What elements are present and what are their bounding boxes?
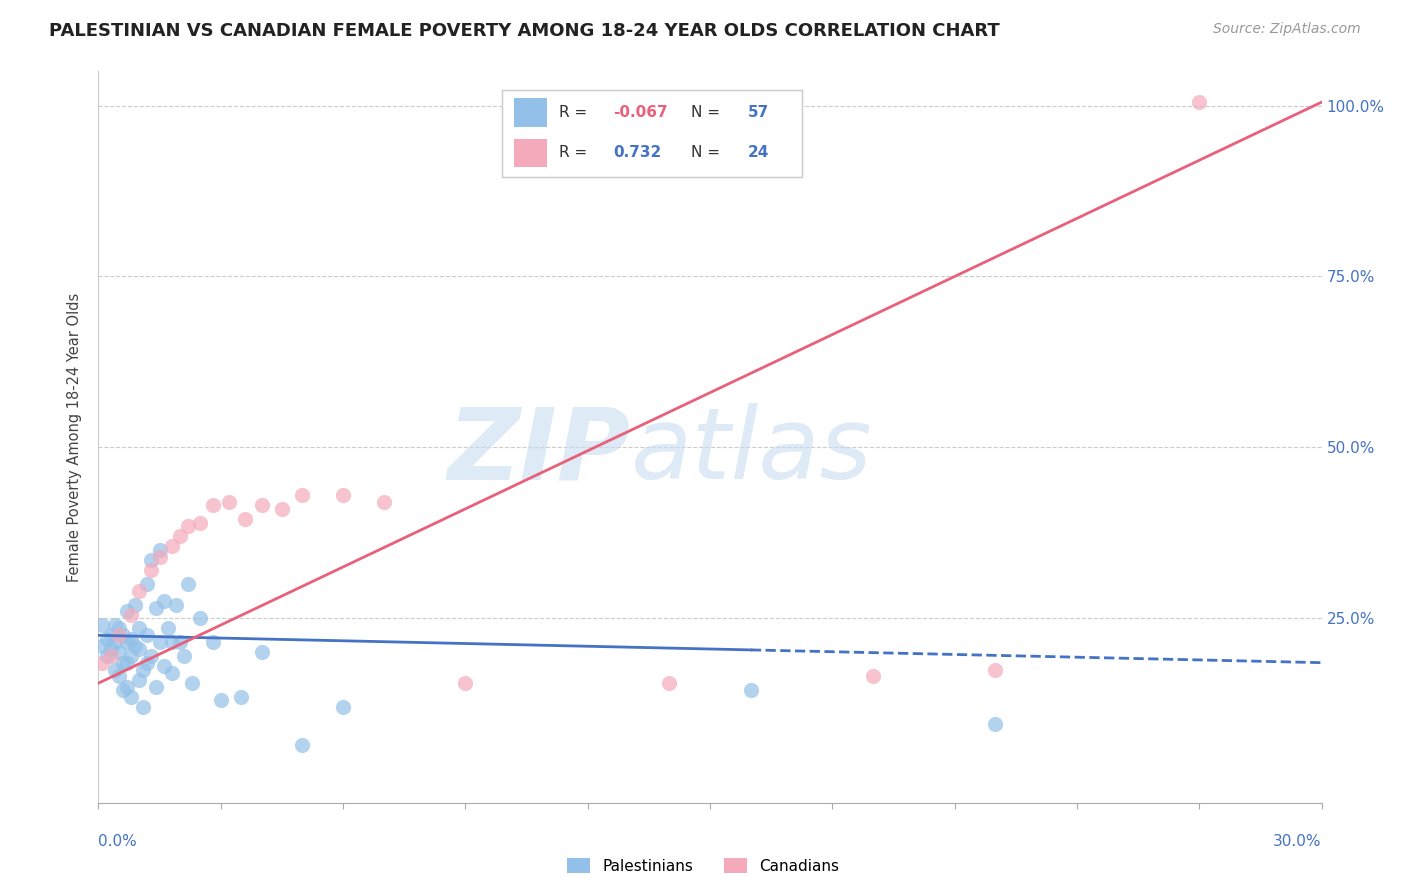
Point [145, 680, 167, 694]
Point [156, 622, 179, 636]
Point [104, 635, 127, 649]
Point [740, 683, 762, 698]
Point [658, 676, 681, 690]
Point [108, 622, 131, 636]
Text: PALESTINIAN VS CANADIAN FEMALE POVERTY AMONG 18-24 YEAR OLDS CORRELATION CHART: PALESTINIAN VS CANADIAN FEMALE POVERTY A… [49, 22, 1000, 40]
Point [136, 656, 159, 670]
Point [111, 683, 134, 698]
Text: atlas: atlas [630, 403, 872, 500]
Point [100, 642, 122, 657]
Text: Source: ZipAtlas.com: Source: ZipAtlas.com [1213, 22, 1361, 37]
Point [115, 604, 138, 618]
Point [124, 598, 146, 612]
Point [136, 577, 159, 591]
Point [291, 488, 314, 502]
Text: ZIP: ZIP [447, 403, 630, 500]
Point [91, 656, 114, 670]
Point [152, 659, 174, 673]
Point [454, 676, 477, 690]
Point [188, 516, 212, 530]
Point [128, 642, 150, 657]
Text: 30.0%: 30.0% [1274, 834, 1322, 849]
Point [120, 690, 142, 704]
Point [115, 656, 138, 670]
Point [231, 690, 253, 704]
Point [209, 693, 232, 707]
Point [218, 495, 240, 509]
Point [141, 553, 163, 567]
Y-axis label: Female Poverty Among 18-24 Year Olds: Female Poverty Among 18-24 Year Olds [67, 293, 83, 582]
Point [984, 717, 1007, 731]
Point [124, 639, 146, 653]
Point [270, 501, 294, 516]
Point [169, 635, 191, 649]
Point [111, 628, 134, 642]
Point [100, 648, 122, 663]
Point [132, 700, 155, 714]
Point [332, 700, 354, 714]
Point [201, 635, 224, 649]
Point [111, 656, 134, 670]
Point [91, 618, 114, 632]
Point [291, 738, 314, 752]
Point [173, 648, 195, 663]
Point [141, 648, 163, 663]
Point [169, 529, 191, 543]
Point [136, 628, 159, 642]
Point [108, 645, 131, 659]
Point [128, 673, 150, 687]
Point [862, 669, 884, 683]
Point [181, 676, 204, 690]
Point [108, 628, 131, 642]
Point [128, 583, 150, 598]
Point [145, 601, 167, 615]
Point [188, 611, 212, 625]
Point [120, 648, 142, 663]
Point [115, 635, 138, 649]
Point [108, 669, 131, 683]
Point [160, 635, 183, 649]
Point [373, 495, 395, 509]
Point [132, 663, 155, 677]
Point [91, 639, 114, 653]
Point [149, 635, 172, 649]
Point [1188, 95, 1211, 109]
Point [984, 663, 1007, 677]
Point [120, 632, 142, 646]
Point [250, 499, 273, 513]
Legend: Palestinians, Canadians: Palestinians, Canadians [561, 852, 845, 880]
Point [177, 519, 200, 533]
Point [115, 680, 138, 694]
Point [96, 648, 118, 663]
Point [128, 622, 150, 636]
Point [152, 594, 174, 608]
Point [96, 632, 118, 646]
Point [120, 607, 142, 622]
Point [332, 488, 354, 502]
Point [104, 618, 127, 632]
Point [201, 499, 224, 513]
Point [165, 598, 187, 612]
Point [149, 549, 172, 564]
Text: 0.0%: 0.0% [98, 834, 138, 849]
Point [160, 665, 183, 680]
Point [160, 540, 183, 554]
Point [149, 542, 172, 557]
Point [141, 563, 163, 577]
Point [233, 512, 256, 526]
Point [104, 663, 127, 677]
Point [177, 577, 200, 591]
Point [100, 628, 122, 642]
Point [250, 645, 273, 659]
